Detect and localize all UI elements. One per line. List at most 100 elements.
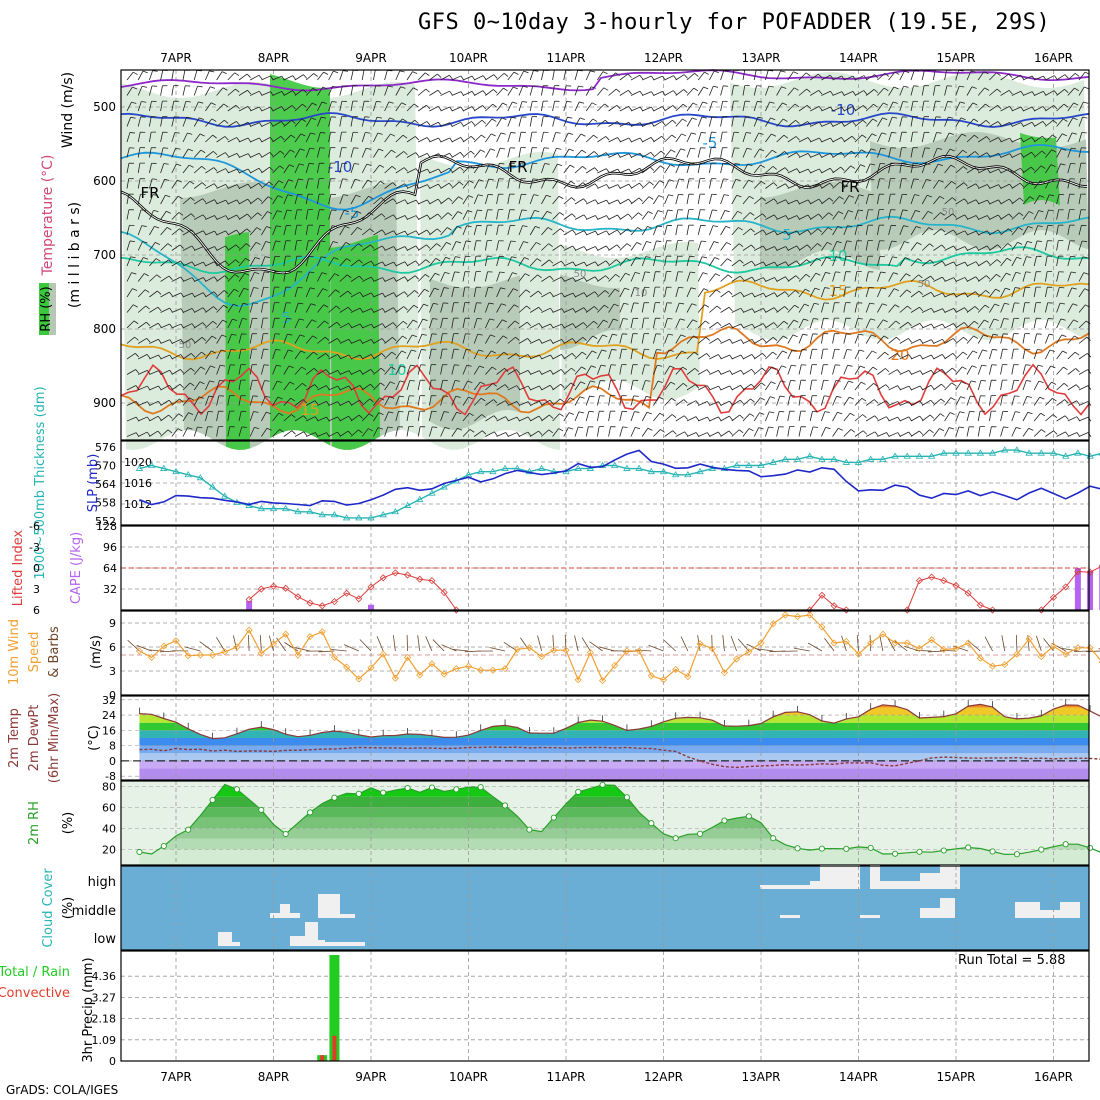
- wind-barb: [843, 271, 847, 282]
- wind-barb: [910, 290, 920, 298]
- wind-barb: [809, 395, 813, 406]
- wind-barb: [860, 365, 866, 369]
- wind-barb: [657, 364, 663, 367]
- wind-barb: [146, 354, 151, 359]
- wind-barb: [462, 349, 467, 360]
- wind-barb: [835, 271, 841, 273]
- wind-barb: [415, 245, 420, 251]
- wind-barb: [977, 71, 985, 81]
- wind-barb: [496, 147, 501, 158]
- wind-barb: [373, 382, 381, 391]
- wind-barb: [378, 148, 384, 152]
- wind-barb: [563, 148, 570, 158]
- wind-barb: [751, 339, 756, 344]
- wind-barb: [236, 229, 240, 235]
- wind-barb: [675, 209, 679, 220]
- surface-wind-barb: [824, 638, 835, 652]
- wind-barb: [849, 180, 855, 184]
- rh-band: [139, 796, 1089, 808]
- wind-barb: [858, 194, 864, 197]
- wind-barb: [843, 180, 851, 189]
- wind-barb: [160, 163, 165, 174]
- wind-barb: [784, 167, 789, 172]
- wind-barb: [157, 323, 162, 328]
- wind-barb: [933, 101, 936, 112]
- wind-barb: [616, 121, 621, 126]
- wind-barb: [533, 70, 539, 72]
- wind-speed-point: [635, 647, 643, 655]
- wind-barb: [1026, 380, 1032, 382]
- wind-barb: [160, 369, 170, 375]
- wind-barb: [563, 292, 574, 298]
- wind-barb: [630, 349, 634, 360]
- wind-barb: [753, 148, 760, 158]
- wind-barb: [1053, 430, 1058, 435]
- wind-barb: [283, 240, 287, 251]
- wind-barb: [507, 336, 516, 344]
- wind-barb: [323, 304, 329, 308]
- wind-barb: [888, 288, 895, 298]
- wind-barb: [910, 258, 919, 267]
- wind-barb: [422, 318, 428, 321]
- wind-barb: [753, 181, 762, 189]
- wind-barb: [850, 429, 856, 433]
- day-label-top: 9APR: [355, 51, 386, 65]
- thickness-point: [196, 474, 205, 481]
- wind-barb: [1082, 240, 1088, 243]
- wind-barb: [608, 104, 618, 112]
- wind-barb: [832, 196, 840, 205]
- wind-barb: [563, 164, 571, 174]
- wind-barb: [350, 291, 360, 298]
- wind-barb: [776, 320, 785, 329]
- wind-barb: [603, 87, 609, 91]
- wind-barb: [840, 152, 845, 157]
- wind-barb: [899, 401, 910, 406]
- wind-barb: [750, 398, 755, 403]
- wind-speed-point: [440, 670, 448, 678]
- wind-barb: [202, 307, 207, 312]
- wind-barb: [608, 364, 612, 375]
- wind-barb: [563, 117, 568, 127]
- wind-barb: [160, 227, 168, 236]
- wind-barb: [373, 412, 380, 422]
- wind-barb: [552, 398, 561, 406]
- thickness-point: [732, 461, 741, 468]
- wind-barb: [686, 147, 691, 158]
- wind-barb: [462, 240, 467, 251]
- wind-barb: [379, 397, 385, 401]
- wind-barb: [841, 137, 845, 142]
- wind-barb: [261, 256, 266, 267]
- wind-barb: [552, 148, 557, 158]
- wind-barb: [792, 334, 798, 338]
- wind-barb: [952, 229, 957, 235]
- wind-barb: [1064, 399, 1069, 404]
- wind-barb: [481, 119, 487, 124]
- thickness-point: [294, 507, 302, 515]
- wind-barb: [659, 412, 665, 417]
- wind-barb: [421, 333, 427, 336]
- wind-speed-point: [355, 675, 363, 683]
- wind-barb: [370, 339, 375, 344]
- wind-barb: [177, 428, 183, 432]
- wind-barb: [443, 411, 449, 413]
- wind-barb: [1056, 209, 1060, 220]
- wind-barb: [199, 117, 205, 120]
- wind-barb: [821, 349, 824, 360]
- day-label-bottom: 14APR: [839, 1070, 878, 1084]
- wind-barb: [989, 349, 993, 360]
- wind-barb: [977, 364, 983, 375]
- wind-barb: [574, 149, 583, 158]
- wind-barb: [1011, 74, 1021, 81]
- rh-tick-label: 60: [102, 801, 116, 814]
- wind-barb: [350, 414, 360, 422]
- wind-barb: [807, 153, 812, 158]
- wind-barb: [242, 302, 248, 305]
- rh-contour-label: 10: [635, 288, 648, 299]
- wind-barb: [444, 426, 450, 430]
- wind-barb: [541, 116, 544, 127]
- wind-barb: [266, 226, 272, 229]
- wind-barb: [518, 209, 523, 220]
- thickness-point: [818, 455, 826, 462]
- wind-barb: [160, 179, 165, 189]
- wind-barb: [765, 426, 769, 437]
